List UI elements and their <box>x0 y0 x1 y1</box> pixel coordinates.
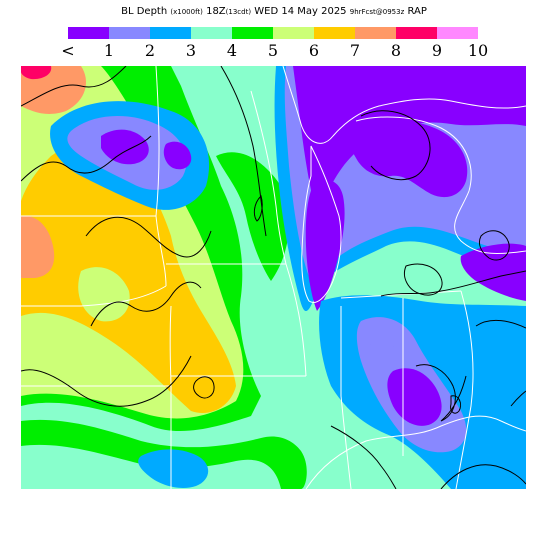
tick-label-10: 10 <box>467 41 489 60</box>
band-lt1-lake-huron <box>348 119 468 198</box>
color-swatch-1 <box>109 27 150 39</box>
border-oh-east <box>455 290 474 489</box>
band-7-8-west <box>21 215 55 278</box>
title-date: WED 14 May 2025 <box>254 6 347 17</box>
title-time: 18Z <box>206 6 226 17</box>
band-2-3-south <box>138 449 209 488</box>
lake-superior-outline <box>282 66 526 144</box>
contour-6 <box>193 376 215 399</box>
tick-label-6: 6 <box>308 41 320 60</box>
contour-5 <box>21 355 192 407</box>
border-ia-il <box>285 263 307 377</box>
tick-label-3: 3 <box>185 41 197 60</box>
band-lt1-east-south <box>387 368 442 426</box>
title-model: RAP <box>407 6 427 17</box>
state-borders <box>21 66 526 489</box>
title-main: BL Depth <box>121 6 168 17</box>
contour-lines <box>21 66 526 489</box>
contour-10 <box>404 263 443 296</box>
contour-8 <box>253 195 263 222</box>
chart-title: BL Depth (x1000ft) 18Z(13cdt) WED 14 May… <box>0 6 548 17</box>
contour-12 <box>380 270 526 297</box>
color-swatch-3 <box>191 27 232 39</box>
color-swatch-9 <box>437 27 478 39</box>
color-swatch-5 <box>273 27 314 39</box>
tick-label-8: 8 <box>390 41 402 60</box>
title-units: (x1000ft) <box>170 8 203 16</box>
band-lt1-lake-superior <box>293 66 526 211</box>
border-mn-wi <box>250 90 287 265</box>
band-8-9-corner <box>21 66 52 80</box>
color-swatch-8 <box>396 27 437 39</box>
bl-depth-map <box>21 66 526 489</box>
contour-14 <box>450 395 462 414</box>
contour-17 <box>440 464 526 489</box>
contour-13 <box>415 364 467 422</box>
title-forecast: 9hrFcst@0953z <box>349 8 405 16</box>
contour-15 <box>475 319 526 329</box>
tick-label-5: 5 <box>267 41 279 60</box>
map-panel <box>21 66 526 489</box>
title-valid: (13cdt) <box>225 8 252 16</box>
color-swatch-7 <box>355 27 396 39</box>
band-lt1-east <box>460 243 526 301</box>
contour-9 <box>360 110 431 181</box>
contour-11 <box>478 230 510 261</box>
tick-label-9: 9 <box>431 41 443 60</box>
color-swatch-4 <box>232 27 273 39</box>
border-mi-oh <box>340 290 462 299</box>
border-ohio-river <box>305 415 526 489</box>
tick-label-7: 7 <box>349 41 361 60</box>
contour-4 <box>90 281 202 327</box>
contour-3 <box>85 216 212 258</box>
band-4-5-central <box>216 152 290 281</box>
contour-16 <box>330 425 397 489</box>
border-mn-west <box>155 66 167 287</box>
band-lt1-lake-michigan <box>305 180 345 311</box>
color-scale-bar <box>68 27 478 39</box>
color-swatch-6 <box>314 27 355 39</box>
contour-1 <box>21 66 127 107</box>
color-scale-ticks: <1 2 3 4 5 6 7 8 9 10 <box>0 41 548 60</box>
color-swatch-0 <box>68 27 109 39</box>
band-lt1-north <box>101 129 149 165</box>
band-5-6-pocket <box>78 267 130 322</box>
border-il-in <box>340 306 352 489</box>
color-swatch-2 <box>150 27 191 39</box>
band-lt1-north-2 <box>163 141 192 170</box>
band-1-2-east-upper <box>368 320 397 352</box>
border-mo-west <box>169 305 172 489</box>
contour-18 <box>510 390 526 407</box>
contour-2 <box>21 135 152 182</box>
tick-label-2: 2 <box>144 41 156 60</box>
band-6-7-west <box>21 140 236 414</box>
lake-michigan-outline <box>301 145 342 303</box>
tick-label-0: < <box>61 41 75 60</box>
tick-label-4: 4 <box>226 41 238 60</box>
tick-label-1: 1 <box>103 41 115 60</box>
